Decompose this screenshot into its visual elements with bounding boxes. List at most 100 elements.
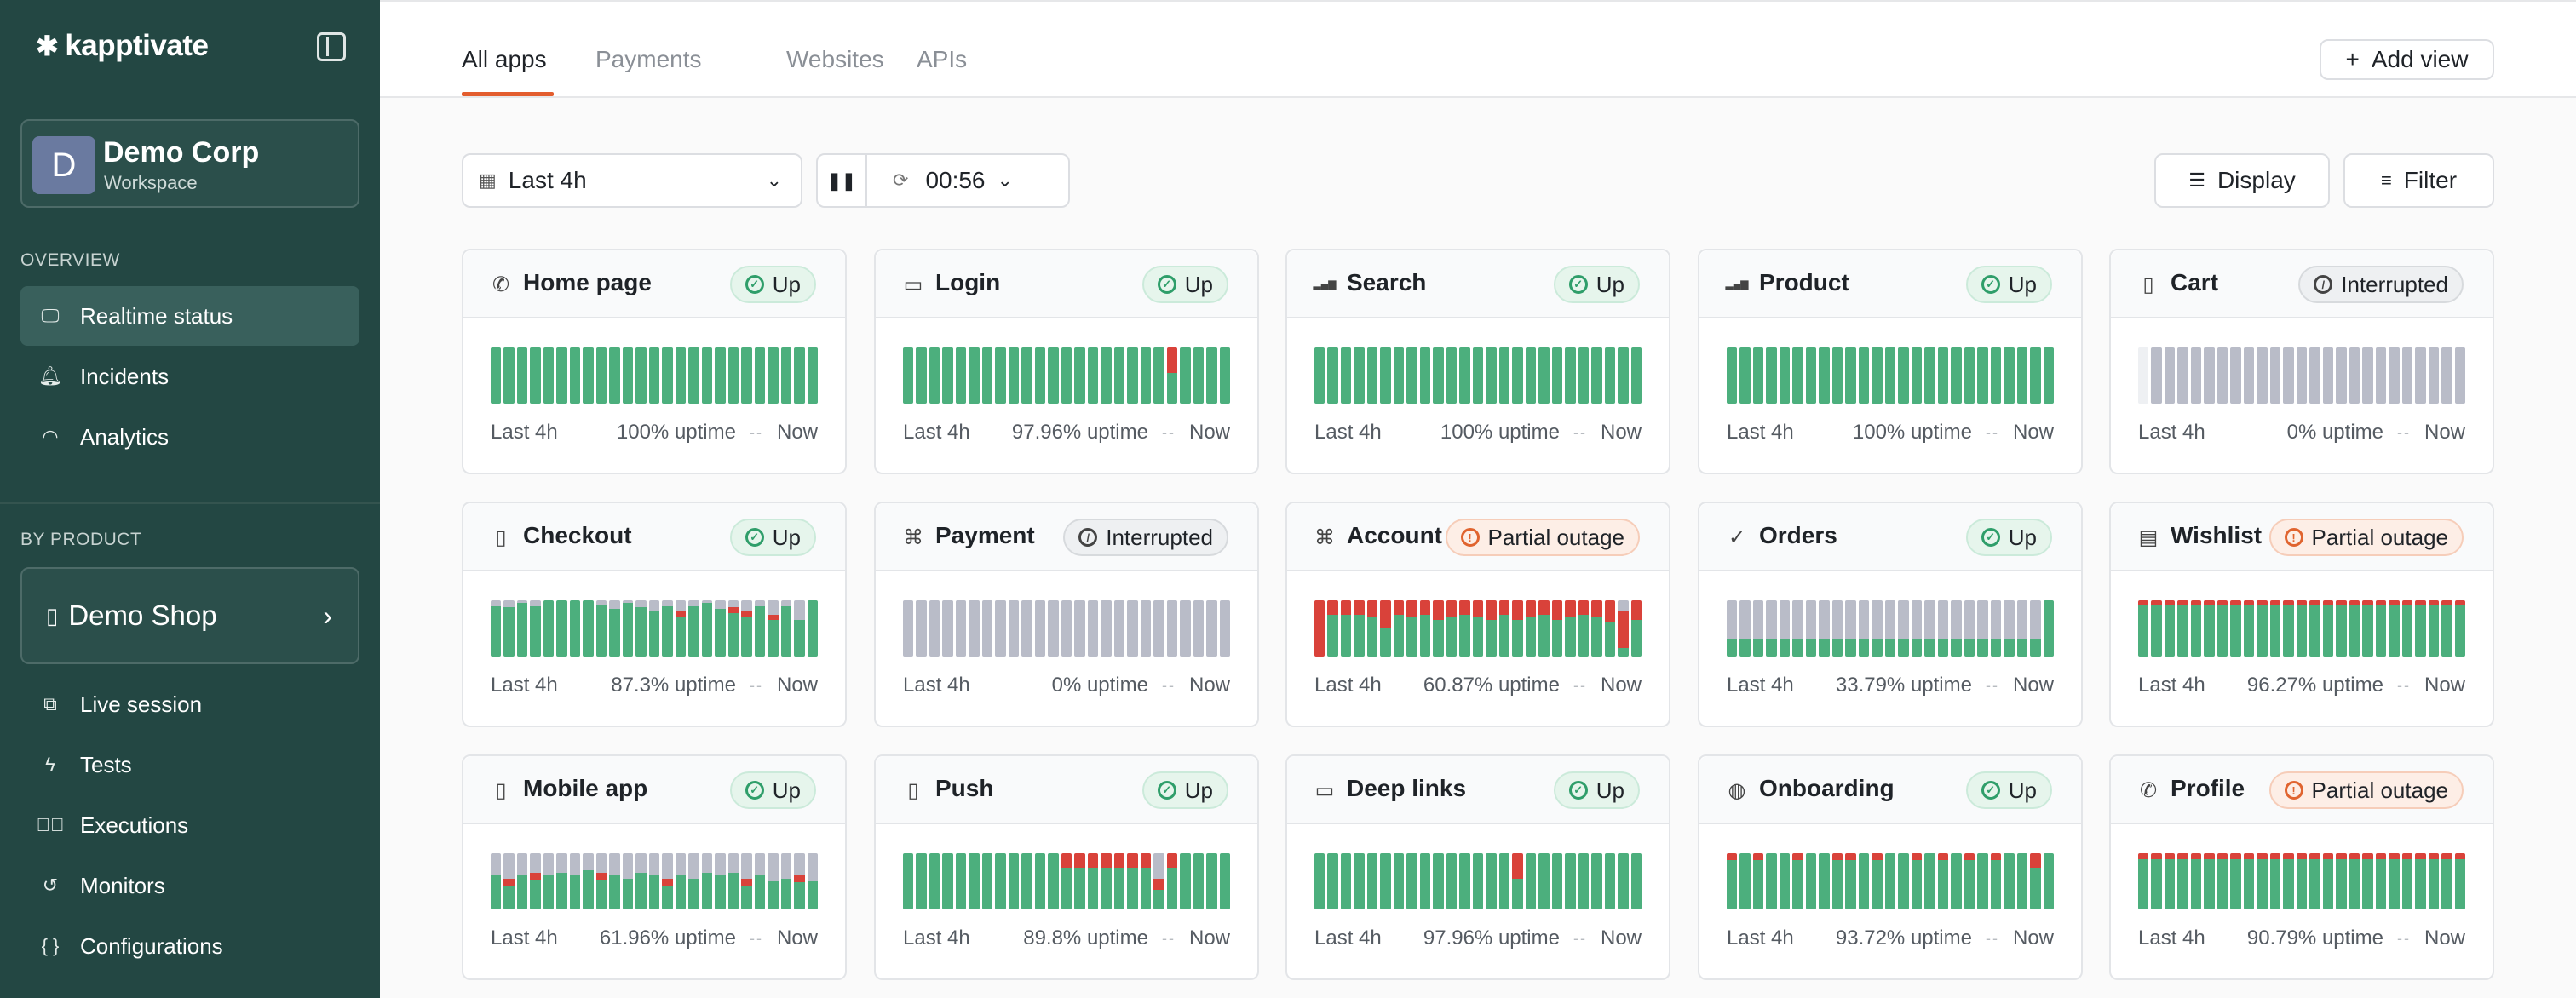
brand-logo[interactable]: ✱ kapptivate	[36, 29, 209, 63]
uptime-bar[interactable]	[2415, 600, 2426, 657]
uptime-bar[interactable]	[1061, 853, 1072, 909]
uptime-bar[interactable]	[583, 347, 594, 404]
uptime-bar[interactable]	[2296, 600, 2308, 657]
uptime-bar[interactable]	[1459, 600, 1470, 657]
uptime-bar[interactable]	[688, 347, 699, 404]
uptime-bar[interactable]	[1127, 600, 1138, 657]
uptime-bar[interactable]	[2454, 600, 2466, 657]
uptime-bar[interactable]	[727, 853, 739, 909]
app-card[interactable]: ▯ Push ✓ Up Last 4h 89.8% uptime -- Now	[874, 754, 1259, 980]
uptime-bar[interactable]	[1113, 600, 1125, 657]
uptime-bar[interactable]	[1858, 347, 1870, 404]
uptime-bar[interactable]	[2230, 853, 2241, 909]
uptime-bar[interactable]	[1591, 347, 1602, 404]
uptime-bar[interactable]	[1604, 853, 1616, 909]
uptime-bar[interactable]	[622, 347, 634, 404]
uptime-bar[interactable]	[1766, 347, 1777, 404]
uptime-bar[interactable]	[609, 853, 620, 909]
uptime-bar[interactable]	[635, 347, 647, 404]
uptime-bar[interactable]	[1380, 853, 1391, 909]
uptime-bar[interactable]	[1219, 347, 1231, 404]
uptime-bar[interactable]	[2283, 347, 2294, 404]
uptime-bar[interactable]	[491, 600, 502, 657]
uptime-bar[interactable]	[1727, 347, 1738, 404]
uptime-bar[interactable]	[1578, 347, 1590, 404]
uptime-bar[interactable]	[2362, 600, 2373, 657]
uptime-bar[interactable]	[1340, 600, 1352, 657]
uptime-bar[interactable]	[1472, 347, 1484, 404]
uptime-bar[interactable]	[675, 853, 687, 909]
uptime-bar[interactable]	[1166, 853, 1178, 909]
uptime-bar[interactable]	[2283, 600, 2294, 657]
uptime-bar[interactable]	[1779, 347, 1791, 404]
uptime-bar[interactable]	[2283, 853, 2294, 909]
uptime-bar[interactable]	[2138, 600, 2149, 657]
uptime-bar[interactable]	[1021, 347, 1032, 404]
uptime-bar[interactable]	[1937, 347, 1949, 404]
uptime-bar[interactable]	[2217, 853, 2228, 909]
uptime-bar[interactable]	[754, 853, 766, 909]
uptime-bar[interactable]	[1153, 347, 1164, 404]
uptime-bar[interactable]	[1459, 347, 1470, 404]
uptime-bar[interactable]	[929, 347, 940, 404]
uptime-bar[interactable]	[2415, 853, 2426, 909]
uptime-bar[interactable]	[1193, 347, 1205, 404]
uptime-bar[interactable]	[1831, 600, 1843, 657]
uptime-bar[interactable]	[1406, 600, 1417, 657]
uptime-bar[interactable]	[1327, 347, 1338, 404]
uptime-bar[interactable]	[741, 600, 752, 657]
uptime-bar[interactable]	[1831, 853, 1843, 909]
uptime-bar[interactable]	[701, 600, 713, 657]
uptime-bar[interactable]	[2322, 853, 2334, 909]
uptime-bar[interactable]	[1964, 853, 1975, 909]
uptime-bar[interactable]	[1419, 600, 1431, 657]
uptime-bar[interactable]	[1433, 853, 1444, 909]
uptime-bar[interactable]	[1538, 347, 1550, 404]
uptime-bar[interactable]	[2428, 853, 2440, 909]
uptime-bar[interactable]	[715, 853, 726, 909]
app-card[interactable]: ▯ Mobile app ✓ Up Last 4h 61.96% uptime -- Now	[462, 754, 847, 980]
uptime-bar[interactable]	[701, 853, 713, 909]
uptime-bar[interactable]	[2043, 347, 2055, 404]
uptime-bar[interactable]	[955, 853, 967, 909]
uptime-bar[interactable]	[780, 853, 792, 909]
uptime-bar[interactable]	[1314, 347, 1325, 404]
uptime-bar[interactable]	[1831, 347, 1843, 404]
sidebar-item-executions[interactable]: ✓⃝ Executions	[20, 795, 359, 855]
uptime-bar[interactable]	[1419, 347, 1431, 404]
uptime-bar[interactable]	[2016, 347, 2028, 404]
uptime-bar[interactable]	[1990, 347, 2002, 404]
uptime-bar[interactable]	[1512, 853, 1523, 909]
uptime-bar[interactable]	[1525, 600, 1537, 657]
uptime-bar[interactable]	[1512, 347, 1523, 404]
refresh-control[interactable]: ❚❚ ⟳ 00:56 ⌄	[816, 153, 1070, 208]
uptime-bar[interactable]	[1766, 600, 1777, 657]
uptime-bar[interactable]	[1618, 600, 1629, 657]
uptime-bar[interactable]	[1766, 853, 1777, 909]
uptime-bar[interactable]	[1591, 853, 1602, 909]
uptime-bar[interactable]	[2243, 347, 2255, 404]
uptime-bar[interactable]	[2230, 600, 2241, 657]
uptime-bar[interactable]	[543, 853, 555, 909]
uptime-bar[interactable]	[1911, 600, 1923, 657]
uptime-bar[interactable]	[2375, 600, 2387, 657]
uptime-bar[interactable]	[1340, 347, 1352, 404]
uptime-bar[interactable]	[2190, 347, 2202, 404]
uptime-bar[interactable]	[1630, 600, 1642, 657]
uptime-bar[interactable]	[583, 600, 594, 657]
app-card[interactable]: ▂▄▆ Search ✓ Up Last 4h 100% uptime -- Now	[1285, 249, 1670, 474]
uptime-bar[interactable]	[1021, 853, 1032, 909]
uptime-bar[interactable]	[1406, 347, 1417, 404]
uptime-bar[interactable]	[955, 600, 967, 657]
uptime-bar[interactable]	[2269, 600, 2281, 657]
uptime-bar[interactable]	[1314, 600, 1325, 657]
uptime-bar[interactable]	[2177, 853, 2188, 909]
sidebar-item-analytics[interactable]: ◠ Analytics	[20, 407, 359, 467]
uptime-bar[interactable]	[1911, 853, 1923, 909]
uptime-bar[interactable]	[2296, 347, 2308, 404]
uptime-bar[interactable]	[1964, 347, 1975, 404]
uptime-bar[interactable]	[491, 853, 502, 909]
uptime-bar[interactable]	[516, 600, 528, 657]
uptime-bar[interactable]	[715, 347, 726, 404]
add-view-button[interactable]: + Add view	[2320, 39, 2494, 80]
